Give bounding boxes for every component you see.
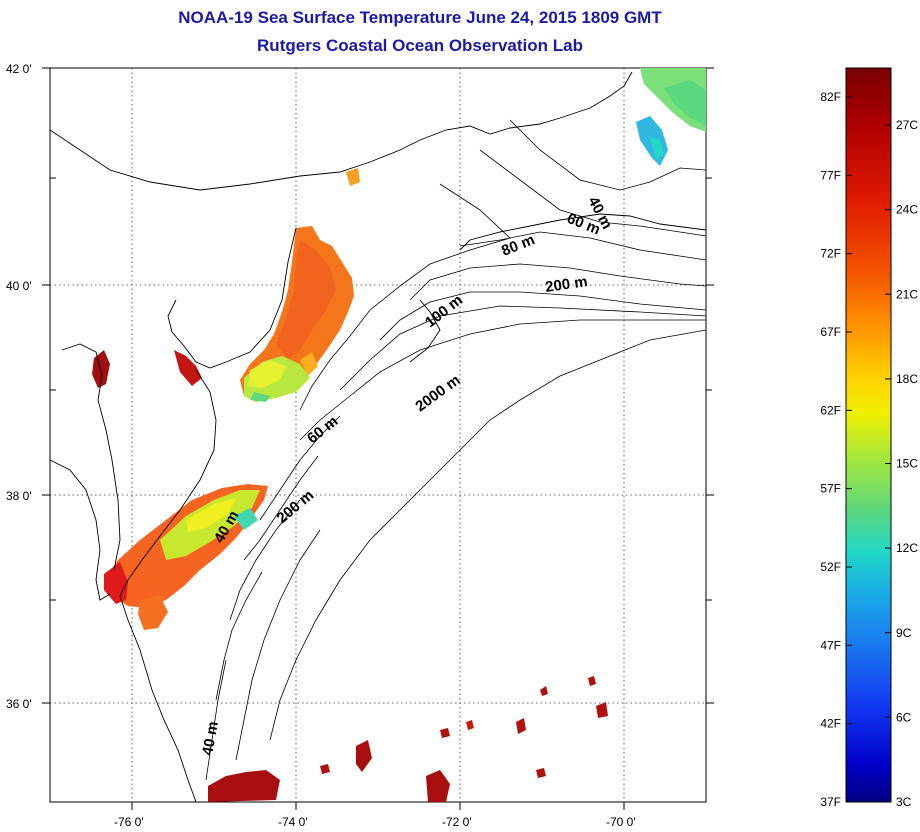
colorbar-c-label: 6C [896, 710, 912, 724]
lat-label-38: 38 0' [6, 489, 32, 503]
lat-label-36: 36 0' [6, 697, 32, 711]
colorbar-f-label: 47F [820, 638, 841, 652]
lat-label-40: 40 0' [6, 279, 32, 293]
colorbar-f-label: 82F [820, 90, 841, 104]
map-title: NOAA-19 Sea Surface Temperature June 24,… [178, 8, 662, 27]
contour-label: 40 m [199, 720, 222, 757]
colorbar-f-label: 77F [820, 168, 841, 182]
colorbar-c-ticks [885, 124, 891, 803]
colorbar-c-label: 9C [896, 626, 912, 640]
sst-patches [92, 68, 706, 802]
colorbar-f-ticks [846, 96, 852, 803]
colorbar-f-label: 72F [820, 247, 841, 261]
colorbar-f-label: 57F [820, 482, 841, 496]
colorbar-f-label: 67F [820, 325, 841, 339]
isobaths [205, 119, 706, 781]
contour-label: 200 m [544, 273, 588, 296]
colorbar-c-label: 3C [896, 795, 912, 809]
lon-label-74: -74 0' [278, 815, 308, 829]
colorbar-c-label: 18C [896, 372, 918, 386]
colorbar-c-label: 24C [896, 203, 918, 217]
colorbar-f-label: 37F [820, 795, 841, 809]
lat-label-42: 42 0' [6, 62, 32, 76]
map-subtitle: Rutgers Coastal Ocean Observation Lab [257, 36, 583, 55]
colorbar-c-label: 21C [896, 287, 918, 301]
colorbar-c-label: 27C [896, 118, 918, 132]
graticule [50, 68, 706, 802]
colorbar-f-label: 52F [820, 560, 841, 574]
colorbar-c-label: 15C [896, 457, 918, 471]
colorbar-c-label: 12C [896, 541, 918, 555]
frame-ticks [42, 67, 714, 810]
lon-label-76: -76 0' [114, 815, 144, 829]
lon-label-70: -70 0' [606, 815, 636, 829]
colorbar-f-labels: 82F 77F 72F 67F 62F 57F 52F 47F 42F 37F [820, 90, 841, 809]
map-frame [49, 67, 707, 803]
colorbar-c-labels: 27C 24C 21C 18C 15C 12C 9C 6C 3C [896, 118, 918, 809]
lon-label-72: -72 0' [442, 815, 472, 829]
colorbar [845, 67, 892, 803]
colorbar-f-label: 42F [820, 717, 841, 731]
coastline [50, 71, 706, 802]
colorbar-f-label: 62F [820, 403, 841, 417]
